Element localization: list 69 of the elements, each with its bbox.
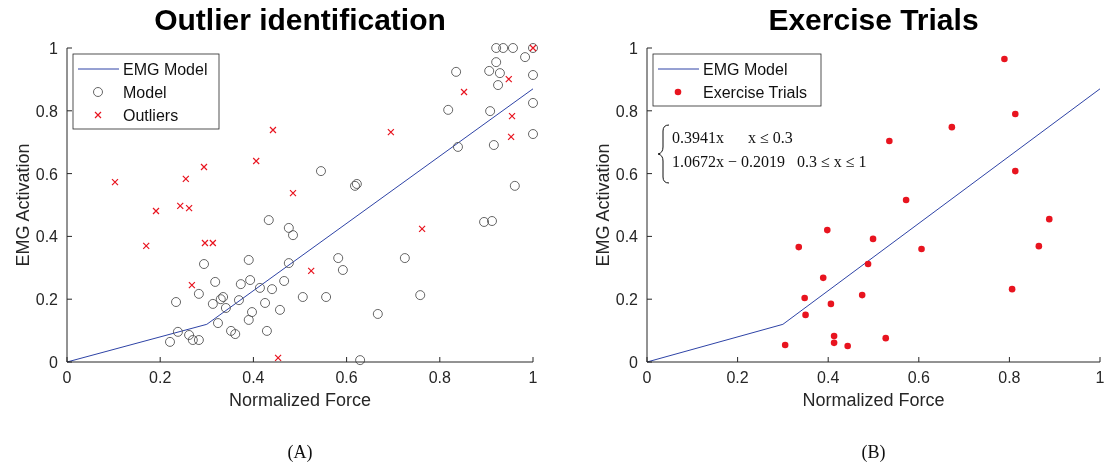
y-tick-label: 0 xyxy=(49,354,59,371)
x-axis-title: Normalized Force xyxy=(228,390,372,410)
legend-label: EMG Model xyxy=(123,61,208,78)
point xyxy=(1011,167,1019,175)
x-axis-title: Normalized Force xyxy=(802,390,945,410)
point xyxy=(508,112,516,120)
y-tick-label: 0 xyxy=(629,354,639,371)
point xyxy=(1011,110,1019,118)
point xyxy=(948,123,956,131)
legend-label: Outliers xyxy=(123,107,179,124)
point xyxy=(830,339,838,347)
point xyxy=(864,260,872,268)
x-tick-label: 1 xyxy=(528,369,538,386)
y-tick-label: 1 xyxy=(629,40,639,57)
point xyxy=(505,75,513,83)
point xyxy=(902,196,910,204)
x-tick-label: 0.6 xyxy=(335,369,358,386)
point xyxy=(882,334,890,342)
point xyxy=(1045,215,1053,223)
x-tick-label: 0.6 xyxy=(907,369,931,386)
point xyxy=(858,291,866,299)
y-tick-label: 0.6 xyxy=(615,165,639,183)
x-tick-label: 0.2 xyxy=(149,369,172,386)
y-tick-label: 0.4 xyxy=(35,228,59,246)
point xyxy=(1001,55,1008,63)
point xyxy=(830,332,838,340)
y-tick-label: 1 xyxy=(49,40,59,57)
point xyxy=(869,235,877,243)
x-tick-label: 0.2 xyxy=(726,369,749,386)
point xyxy=(827,300,835,308)
point xyxy=(801,294,808,302)
y-axis-title: EMG Activation xyxy=(13,143,33,267)
point xyxy=(307,267,315,275)
text: (A) xyxy=(287,442,313,463)
y-tick-label: 0.8 xyxy=(615,102,639,120)
x-tick-label: 0.8 xyxy=(428,369,452,386)
chart-title: Outlier identification xyxy=(154,3,446,36)
annotation: 0.3941x x ≤ 0.3 xyxy=(672,129,793,146)
y-axis-title: EMG Activation xyxy=(593,143,613,267)
x-tick-label: 0 xyxy=(62,369,72,386)
point xyxy=(819,274,827,282)
x-tick-label: 0.8 xyxy=(998,369,1021,386)
point xyxy=(795,243,803,251)
y-tick-label: 0.4 xyxy=(615,228,639,246)
point xyxy=(176,202,184,210)
point xyxy=(1008,285,1016,293)
x-tick-label: 1 xyxy=(1095,369,1105,386)
point xyxy=(781,341,789,349)
point xyxy=(1035,242,1043,250)
point xyxy=(802,311,809,319)
text: (B) xyxy=(861,442,886,463)
y-tick-label: 0.2 xyxy=(35,291,59,309)
point xyxy=(252,157,260,165)
point xyxy=(844,342,851,350)
y-tick-label: 0.6 xyxy=(35,165,59,183)
x-tick-label: 0 xyxy=(642,369,652,386)
point xyxy=(918,245,925,253)
x-tick-label: 0.4 xyxy=(817,369,840,386)
annotation: 1.0672x − 0.2019 0.3 ≤ x ≤ 1 xyxy=(672,153,867,170)
point xyxy=(182,175,190,183)
legend-label: EMG Model xyxy=(703,61,788,78)
legend-label: Exercise Trials xyxy=(703,84,808,101)
y-tick-label: 0.8 xyxy=(35,102,59,120)
point xyxy=(886,137,893,145)
legend-label: Model xyxy=(123,84,167,101)
x-tick-label: 0.4 xyxy=(242,369,265,386)
y-tick-label: 0.2 xyxy=(615,291,639,309)
chart-title: Exercise Trials xyxy=(768,3,979,36)
point xyxy=(823,226,831,234)
